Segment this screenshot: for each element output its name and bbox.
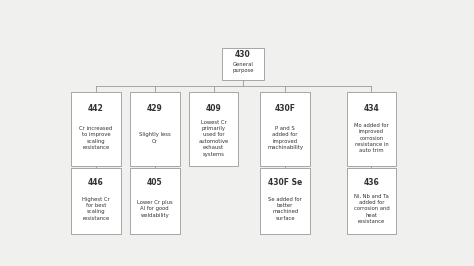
FancyBboxPatch shape <box>222 48 264 80</box>
Text: 429: 429 <box>147 104 163 113</box>
Text: P and S
added for
improved
machinability: P and S added for improved machinability <box>267 126 303 150</box>
FancyBboxPatch shape <box>71 92 121 166</box>
Text: Highest Cr
for best
scaling
resistance: Highest Cr for best scaling resistance <box>82 197 110 221</box>
Text: 446: 446 <box>88 178 104 187</box>
FancyBboxPatch shape <box>346 168 396 234</box>
Text: 430: 430 <box>235 50 251 59</box>
Text: 430F Se: 430F Se <box>268 178 302 187</box>
FancyBboxPatch shape <box>130 92 180 166</box>
Text: Cr increased
to improve
scaling
resistance: Cr increased to improve scaling resistan… <box>79 126 113 150</box>
Text: 434: 434 <box>364 104 379 113</box>
Text: Ni, Nb and Ta
added for
corrosion and
heat
resistance: Ni, Nb and Ta added for corrosion and he… <box>354 193 389 224</box>
FancyBboxPatch shape <box>346 92 396 166</box>
Text: 436: 436 <box>364 178 379 187</box>
FancyBboxPatch shape <box>130 168 180 234</box>
FancyBboxPatch shape <box>260 92 310 166</box>
Text: 409: 409 <box>206 104 221 113</box>
Text: Mo added for
improved
corrosion
resistance in
auto trim: Mo added for improved corrosion resistan… <box>354 123 389 153</box>
Text: 442: 442 <box>88 104 104 113</box>
Text: Lowest Cr
primarily
used for
automotive
exhaust
systems: Lowest Cr primarily used for automotive … <box>199 119 228 157</box>
FancyBboxPatch shape <box>189 92 238 166</box>
Text: Lower Cr plus
Al for good
weldability: Lower Cr plus Al for good weldability <box>137 200 173 218</box>
Text: Slightly less
Cr: Slightly less Cr <box>139 132 171 144</box>
FancyBboxPatch shape <box>71 168 121 234</box>
Text: General
purpose: General purpose <box>232 62 254 73</box>
Text: 430F: 430F <box>274 104 296 113</box>
FancyBboxPatch shape <box>260 168 310 234</box>
Text: 405: 405 <box>147 178 163 187</box>
Text: Se added for
better
machined
surface: Se added for better machined surface <box>268 197 302 221</box>
